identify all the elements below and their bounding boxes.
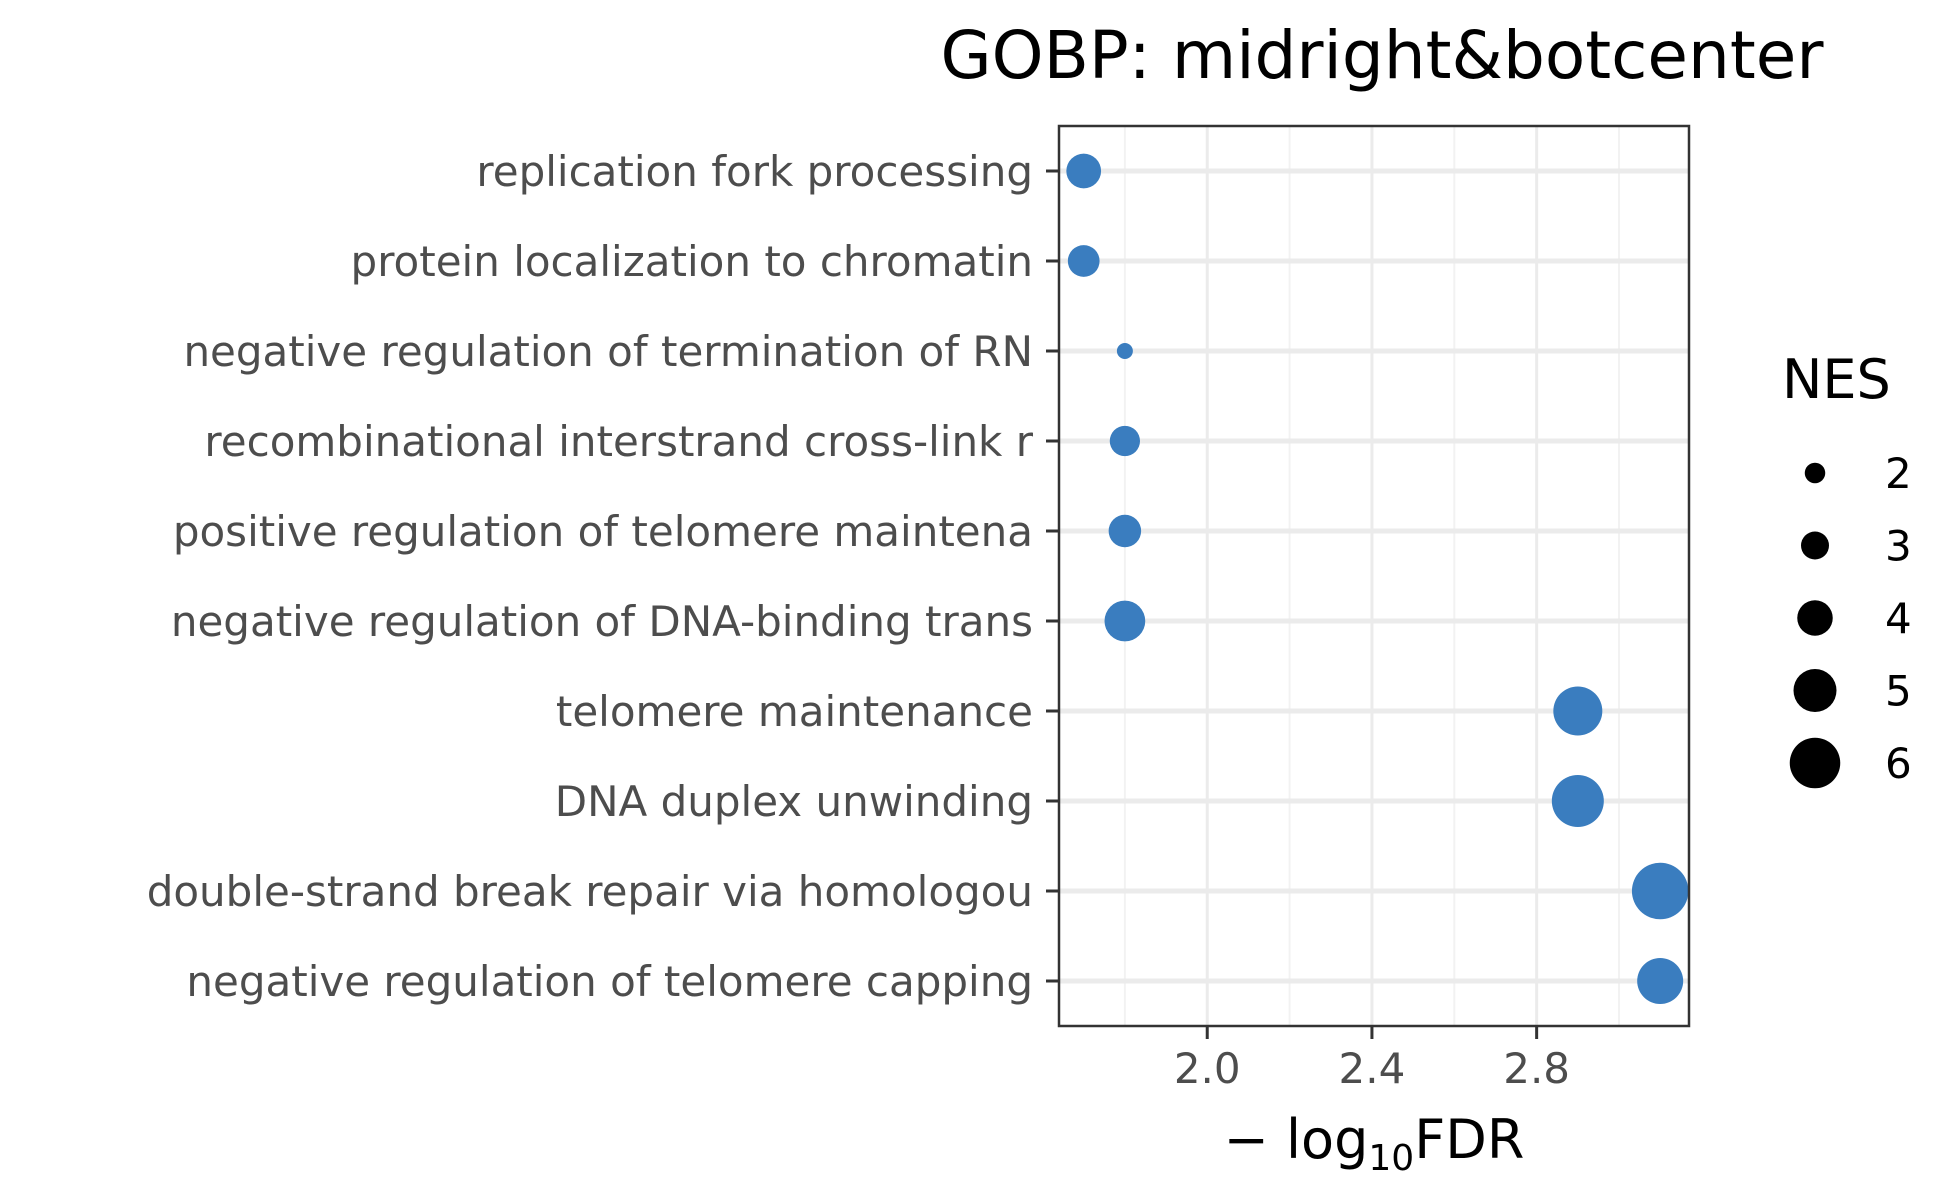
panel-background [1059,126,1689,1026]
y-tick-label-9: negative regulation of telomere capping [186,957,1033,1006]
x-tick-label-2: 2.8 [1503,1044,1570,1093]
y-tick-label-4: positive regulation of telomere maintena [173,507,1033,556]
data-point-4 [1108,514,1142,548]
legend-key-2 [1797,600,1833,636]
major-gridlines [1059,126,1689,1026]
y-tick-label-0: replication fork processing [476,147,1033,196]
panel-border [1057,124,1691,1028]
y-tick-label-2: negative regulation of termination of RN [183,327,1033,376]
data-point-8 [1631,862,1689,920]
data-point-6 [1553,686,1603,736]
data-point-2 [1116,343,1133,359]
data-point-0 [1066,153,1102,189]
x-tick-label-0: 2.0 [1174,1044,1241,1093]
data-points [1066,153,1689,1004]
data-point-7 [1551,775,1604,827]
y-tick-label-8: double-strand break repair via homologou [147,867,1033,916]
legend-items: 2 3 4 5 6 [1789,449,1912,789]
data-point-3 [1109,425,1141,457]
legend-key-1 [1801,531,1829,560]
data-point-1 [1067,245,1100,277]
size-legend: NES 2 3 4 5 6 [1782,348,1912,789]
legend-key-3 [1793,669,1837,712]
y-tick-label-1: protein localization to chromatin [351,237,1033,286]
legend-label-2: 4 [1885,594,1912,643]
x-axis-label: − log10FDR [1224,1108,1525,1179]
data-point-5 [1104,600,1146,642]
legend-title: NES [1782,348,1891,411]
x-tick-label-1: 2.4 [1339,1044,1406,1093]
y-axis: replication fork processing protein local… [147,147,1059,1006]
legend-label-4: 6 [1885,739,1912,788]
x-axis-label-prefix: − log [1224,1108,1369,1171]
legend-label-0: 2 [1885,449,1912,498]
y-tick-label-7: DNA duplex unwinding [555,777,1033,826]
legend-label-1: 3 [1885,522,1912,571]
x-axis-label-suffix: FDR [1414,1108,1524,1171]
minor-gridlines [1123,126,1620,1026]
plot-panel [1057,124,1691,1028]
data-point-9 [1637,958,1684,1004]
legend-label-3: 5 [1885,667,1912,716]
x-axis-label-subscript: 10 [1368,1138,1414,1179]
chart-title: GOBP: midright&botcenter [941,17,1825,94]
y-tick-label-3: recombinational interstrand cross-link r [204,417,1033,466]
legend-key-4 [1789,737,1841,789]
y-tick-label-5: negative regulation of DNA-binding trans [171,597,1033,646]
x-axis: 2.0 2.4 2.8 [1174,1026,1570,1093]
legend-key-0 [1804,462,1826,484]
y-tick-label-6: telomere maintenance [556,687,1033,736]
